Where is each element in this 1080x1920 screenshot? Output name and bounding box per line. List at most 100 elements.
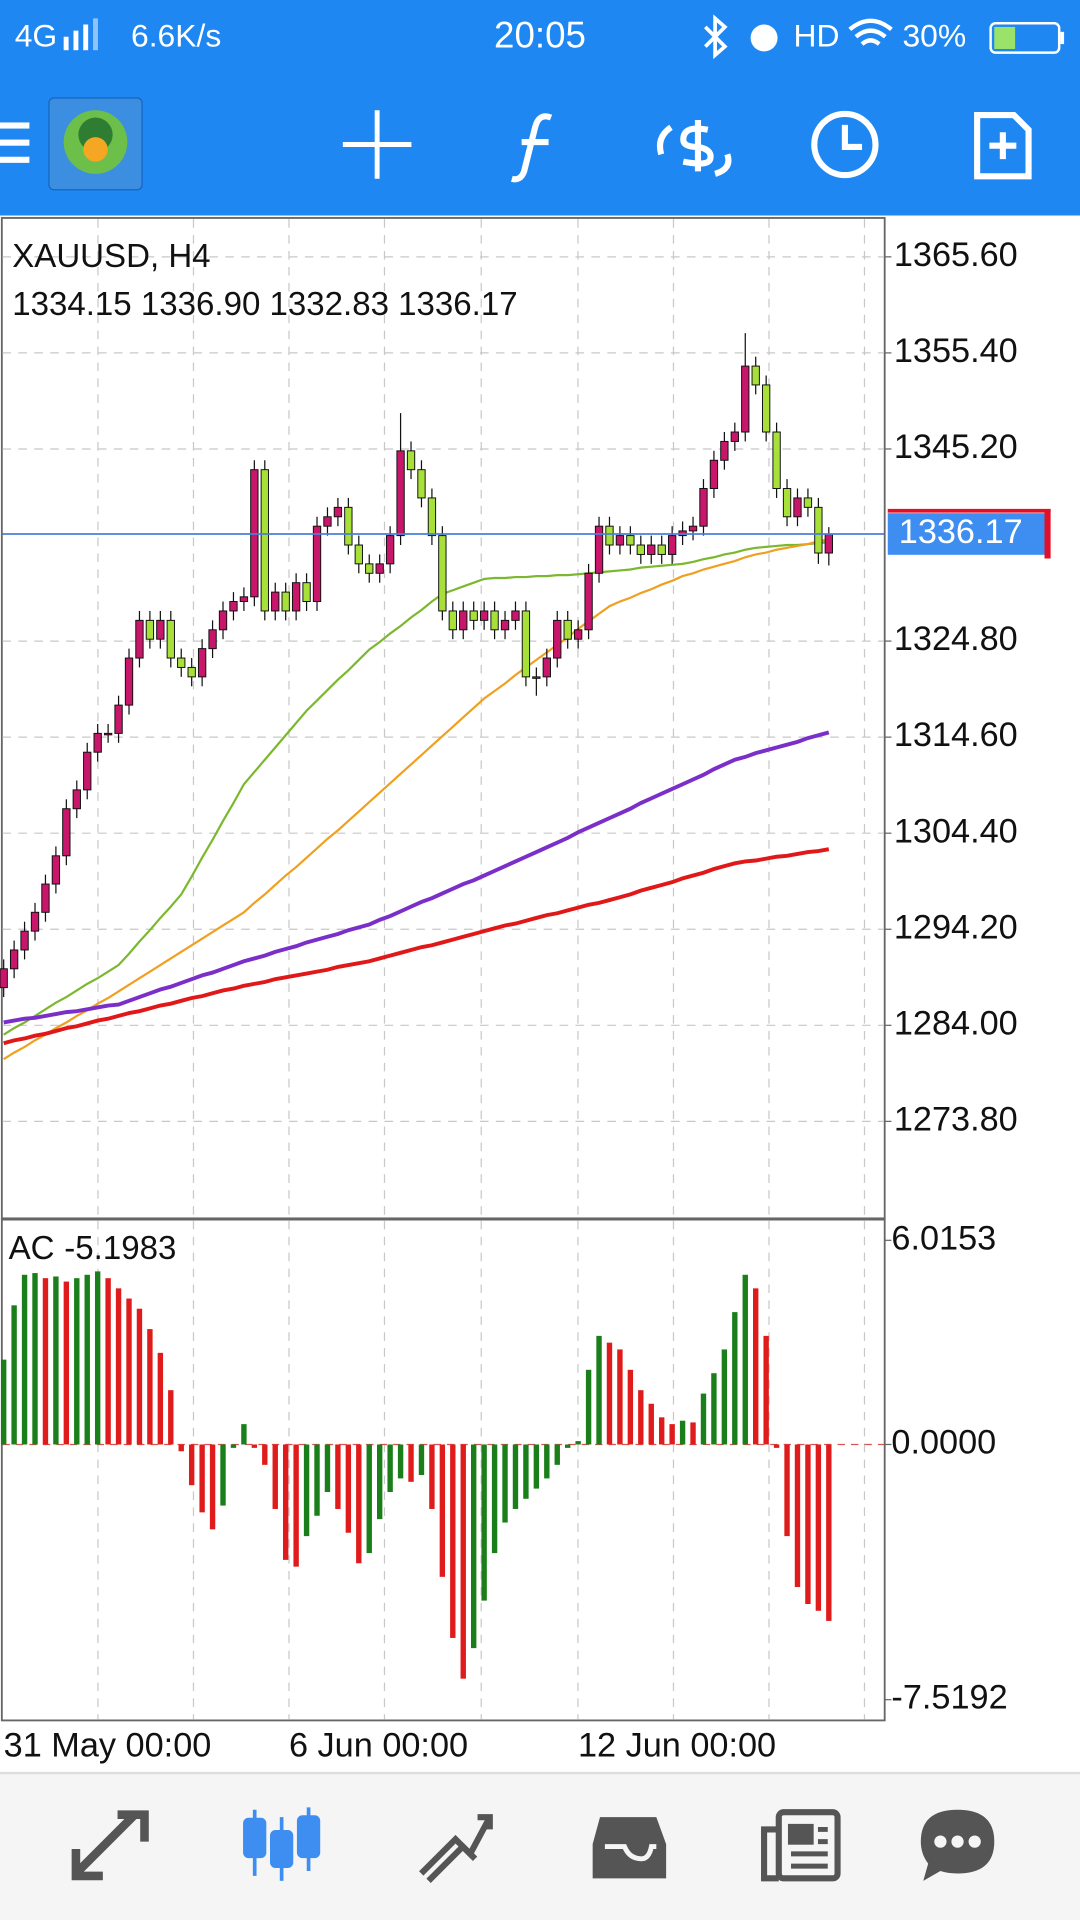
ac-bar: [397, 1444, 404, 1479]
candle-body: [699, 488, 708, 527]
moving-average: [3, 541, 829, 1036]
candle-body: [260, 469, 269, 612]
app-icon[interactable]: [48, 97, 143, 191]
ac-bar: [53, 1276, 59, 1445]
y-tick-label: 1314.60: [894, 716, 1018, 754]
ac-bar: [794, 1444, 801, 1588]
candle-body: [197, 648, 207, 678]
moving-average: [3, 847, 830, 1046]
menu-button[interactable]: [0, 122, 30, 163]
ac-bar: [387, 1444, 393, 1492]
candle-body: [647, 544, 656, 555]
ac-bar: [638, 1390, 644, 1445]
ac-bar: [491, 1444, 498, 1554]
ac-bar: [700, 1393, 707, 1445]
candle-body: [166, 619, 175, 659]
candle-body: [302, 582, 311, 603]
wifi-icon: [848, 18, 893, 46]
ac-bar: [481, 1444, 487, 1601]
alarm-icon: [750, 24, 778, 52]
bottom-nav: [0, 1773, 1080, 1920]
y-tick-label: 0.0000: [891, 1424, 996, 1462]
ac-bar: [74, 1278, 80, 1445]
new-order-button[interactable]: [974, 112, 1032, 180]
candle-body: [93, 732, 102, 753]
ac-bar: [84, 1274, 90, 1445]
candle-body: [291, 582, 301, 612]
ac-bar: [199, 1444, 205, 1513]
ac-bar: [732, 1312, 738, 1445]
nav-chat[interactable]: [920, 1809, 995, 1881]
ac-value: -5.1983: [64, 1230, 176, 1267]
ac-bar: [523, 1444, 529, 1499]
ac-bar: [178, 1444, 184, 1452]
candle-body: [135, 619, 144, 659]
ac-bar: [460, 1444, 466, 1679]
candle-body: [187, 666, 196, 678]
nav-quotes[interactable]: [71, 1810, 149, 1881]
candle-body: [333, 506, 343, 518]
candle-body: [0, 968, 8, 989]
history-button[interactable]: [811, 110, 879, 179]
candle-body: [375, 563, 384, 574]
ac-bar: [0, 1359, 7, 1445]
ac-bar: [345, 1444, 352, 1533]
ac-bar: [544, 1444, 550, 1479]
candle-body: [751, 365, 760, 386]
y-tick-label: 1294.20: [894, 908, 1018, 946]
candle-body: [365, 563, 374, 574]
ac-bar: [241, 1424, 247, 1445]
trade-button[interactable]: [656, 120, 732, 177]
candle-body: [824, 533, 833, 554]
crosshair-button[interactable]: [342, 110, 412, 179]
ac-bar: [324, 1444, 331, 1492]
ac-bar: [418, 1444, 425, 1476]
battery-text: 30%: [902, 17, 966, 53]
ac-bar: [356, 1444, 362, 1564]
nav-news[interactable]: [761, 1809, 841, 1882]
candle-body: [239, 596, 249, 603]
ac-bar: [690, 1422, 696, 1445]
candle-body: [9, 949, 19, 970]
signal-icon: [63, 18, 98, 51]
ac-bar: [742, 1274, 748, 1445]
candle-body: [563, 619, 572, 640]
battery-icon: [989, 22, 1065, 54]
ac-bar: [471, 1444, 477, 1649]
ac-bar: [502, 1444, 508, 1523]
ac-bar: [565, 1444, 571, 1448]
nav-chart[interactable]: [243, 1807, 321, 1881]
candle-body: [594, 525, 604, 574]
bluetooth-icon: [704, 14, 728, 60]
candle-body: [709, 459, 719, 490]
main-pane: [0, 217, 886, 1220]
top-bar: [0, 0, 1080, 216]
ac-bar: [376, 1444, 383, 1520]
ac-bar: [147, 1329, 153, 1445]
y-tick-label: 1355.40: [894, 332, 1018, 370]
ac-bar: [773, 1444, 780, 1448]
candle-body: [479, 610, 489, 621]
x-tick-label: 6 Jun 00:00: [289, 1726, 468, 1764]
price-label-bg: [887, 513, 1049, 555]
nav-trade[interactable]: [419, 1814, 493, 1883]
ac-bar: [188, 1444, 195, 1486]
ac-bar: [126, 1298, 132, 1445]
ac-bar: [136, 1308, 143, 1445]
ac-bar: [11, 1305, 17, 1445]
ac-bar: [575, 1441, 581, 1445]
candle-body: [208, 629, 217, 650]
ac-bar: [721, 1349, 728, 1445]
nav-history[interactable]: [592, 1817, 667, 1879]
indicators-button[interactable]: [510, 113, 553, 183]
candle-body: [83, 751, 92, 791]
ac-bar: [293, 1444, 299, 1567]
ac-bar: [115, 1288, 122, 1445]
plot: [0, 256, 892, 1701]
candle-body: [396, 450, 405, 537]
candle-body: [30, 911, 40, 932]
ac-bar: [826, 1444, 832, 1621]
ac-bar: [282, 1444, 289, 1560]
candle-body: [553, 619, 562, 659]
